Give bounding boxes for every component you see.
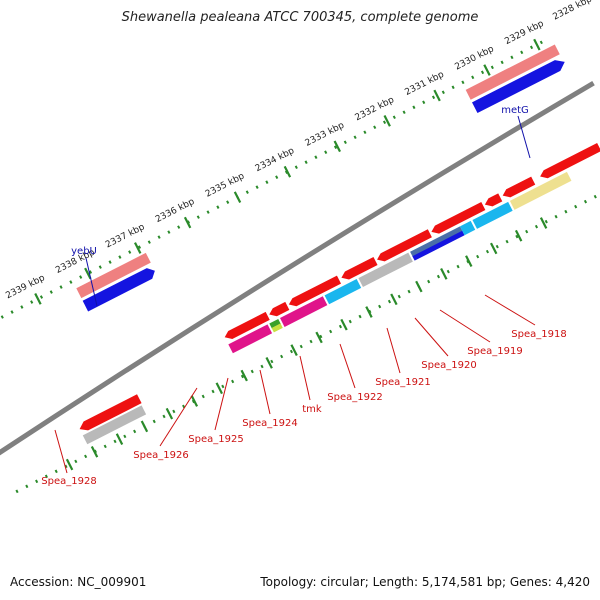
- label-spea-1922: Spea_1922: [327, 392, 382, 403]
- label-metG: metG: [501, 105, 529, 116]
- label-yebU: yebU: [71, 246, 97, 257]
- tick-label: 2329 kbp: [503, 19, 546, 47]
- label-spea-1919: Spea_1919: [467, 346, 522, 357]
- feature-labels: yebU metG Spea_1928 Spea_1926 Spea_1925 …: [41, 105, 566, 487]
- label-spea-1926: Spea_1926: [133, 450, 188, 461]
- tick-label: 2330 kbp: [453, 44, 496, 72]
- tick-label: 2332 kbp: [354, 95, 397, 123]
- tick-label: 2335 kbp: [204, 171, 247, 199]
- label-tmk: tmk: [302, 404, 322, 415]
- chromosome-backbone: [0, 80, 595, 457]
- tick-label: 2328 kbp: [551, 0, 594, 23]
- feature-row-colored[interactable]: [228, 171, 572, 354]
- gene-leader-lines: [85, 115, 531, 307]
- tick-label: 2334 kbp: [254, 146, 297, 174]
- label-spea-1921: Spea_1921: [375, 377, 430, 388]
- top-track-ticks: [34, 38, 541, 305]
- tick-label: 2331 kbp: [403, 70, 446, 98]
- accession-text: Accession: NC_009901: [10, 575, 147, 589]
- tick-label: 2337 kbp: [104, 222, 147, 250]
- label-spea-1924: Spea_1924: [242, 418, 297, 429]
- top-dotted-track: [0, 37, 550, 349]
- feature-yebU[interactable]: [76, 252, 157, 312]
- label-spea-1928: Spea_1928: [41, 476, 96, 487]
- leader-lines: [54, 294, 536, 474]
- label-spea-1920: Spea_1920: [421, 360, 476, 371]
- feature-metG[interactable]: [465, 44, 568, 114]
- map-title: Shewanella pealeana ATCC 700345, complet…: [121, 10, 479, 25]
- genome-summary-text: Topology: circular; Length: 5,174,581 bp…: [260, 575, 590, 589]
- label-spea-1918: Spea_1918: [511, 329, 566, 340]
- tick-label: 2336 kbp: [154, 197, 197, 225]
- feature-row-red[interactable]: [71, 143, 600, 445]
- label-spea-1925: Spea_1925: [188, 434, 243, 445]
- tick-label: 2333 kbp: [304, 120, 347, 148]
- bottom-track-ticks: [65, 217, 548, 471]
